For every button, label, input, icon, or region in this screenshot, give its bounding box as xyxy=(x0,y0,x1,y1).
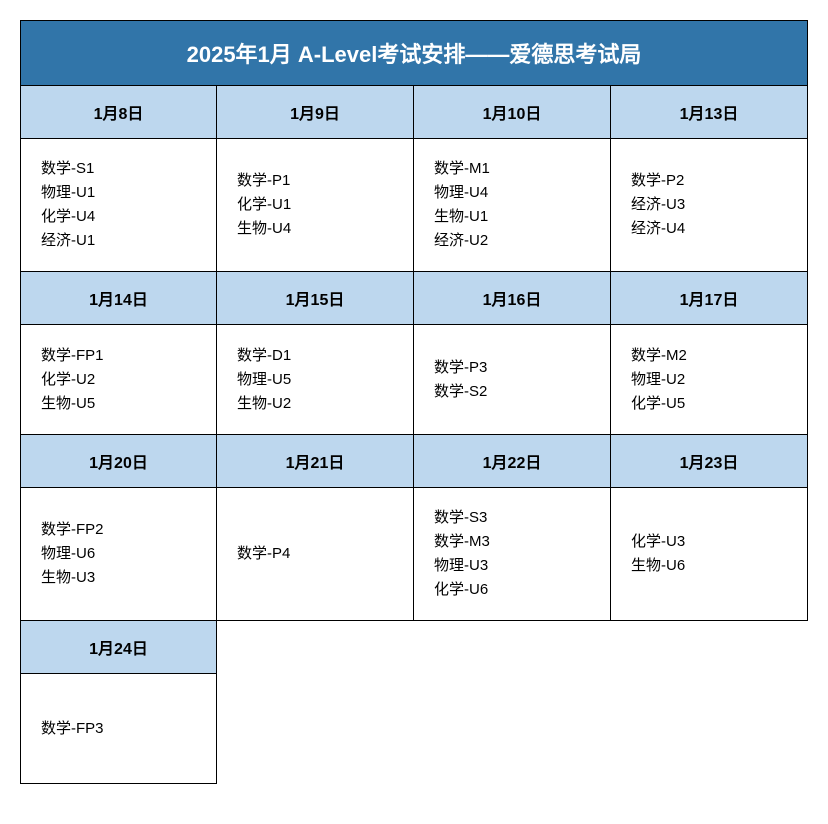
content-row-1: 数学-S1 物理-U1 化学-U4 经济-U1 数学-P1 化学-U1 生物-U… xyxy=(20,139,808,272)
exam-item: 数学-P2 xyxy=(631,169,787,193)
exam-cell: 数学-P1 化学-U1 生物-U4 xyxy=(217,139,414,272)
exam-item: 数学-S3 xyxy=(434,506,590,530)
exam-cell: 数学-S3 数学-M3 物理-U3 化学-U6 xyxy=(414,488,611,621)
exam-item: 化学-U3 xyxy=(631,530,787,554)
exam-item: 生物-U4 xyxy=(237,217,393,241)
exam-item: 物理-U4 xyxy=(434,181,590,205)
date-cell: 1月22日 xyxy=(414,435,611,488)
exam-item: 数学-FP2 xyxy=(41,518,196,542)
date-row-2: 1月14日 1月15日 1月16日 1月17日 xyxy=(20,272,808,325)
exam-item: 经济-U1 xyxy=(41,229,196,253)
exam-item: 数学-P4 xyxy=(237,542,393,566)
exam-item: 数学-D1 xyxy=(237,344,393,368)
exam-item: 数学-S1 xyxy=(41,157,196,181)
exam-item: 数学-S2 xyxy=(434,380,590,404)
exam-schedule-table: 2025年1月 A-Level考试安排——爱德思考试局 1月8日 1月9日 1月… xyxy=(20,20,808,784)
exam-item: 生物-U5 xyxy=(41,392,196,416)
date-cell: 1月24日 xyxy=(20,621,217,674)
exam-item: 物理-U6 xyxy=(41,542,196,566)
exam-item: 生物-U6 xyxy=(631,554,787,578)
exam-item: 物理-U2 xyxy=(631,368,787,392)
exam-cell: 数学-P2 经济-U3 经济-U4 xyxy=(611,139,808,272)
date-cell: 1月13日 xyxy=(611,86,808,139)
exam-item: 数学-M3 xyxy=(434,530,590,554)
exam-cell: 化学-U3 生物-U6 xyxy=(611,488,808,621)
date-cell: 1月14日 xyxy=(20,272,217,325)
date-row-1: 1月8日 1月9日 1月10日 1月13日 xyxy=(20,86,808,139)
exam-item: 经济-U3 xyxy=(631,193,787,217)
exam-item: 化学-U5 xyxy=(631,392,787,416)
exam-item: 物理-U3 xyxy=(434,554,590,578)
exam-item: 生物-U2 xyxy=(237,392,393,416)
exam-item: 物理-U5 xyxy=(237,368,393,392)
exam-item: 物理-U1 xyxy=(41,181,196,205)
exam-cell: 数学-P4 xyxy=(217,488,414,621)
exam-item: 化学-U2 xyxy=(41,368,196,392)
date-cell: 1月15日 xyxy=(217,272,414,325)
date-cell: 1月16日 xyxy=(414,272,611,325)
exam-item: 数学-FP1 xyxy=(41,344,196,368)
exam-item: 化学-U6 xyxy=(434,578,590,602)
exam-cell: 数学-D1 物理-U5 生物-U2 xyxy=(217,325,414,435)
exam-cell: 数学-FP1 化学-U2 生物-U5 xyxy=(20,325,217,435)
date-row-3: 1月20日 1月21日 1月22日 1月23日 xyxy=(20,435,808,488)
exam-item: 化学-U1 xyxy=(237,193,393,217)
exam-item: 生物-U3 xyxy=(41,566,196,590)
exam-item: 数学-M2 xyxy=(631,344,787,368)
exam-item: 数学-P1 xyxy=(237,169,393,193)
date-cell: 1月20日 xyxy=(20,435,217,488)
date-cell: 1月21日 xyxy=(217,435,414,488)
exam-cell: 数学-M1 物理-U4 生物-U1 经济-U2 xyxy=(414,139,611,272)
exam-item: 数学-P3 xyxy=(434,356,590,380)
exam-item: 数学-FP3 xyxy=(41,717,196,741)
content-row-2: 数学-FP1 化学-U2 生物-U5 数学-D1 物理-U5 生物-U2 数学-… xyxy=(20,325,808,435)
exam-item: 化学-U4 xyxy=(41,205,196,229)
date-cell: 1月23日 xyxy=(611,435,808,488)
exam-cell: 数学-FP3 xyxy=(20,674,217,784)
exam-item: 生物-U1 xyxy=(434,205,590,229)
exam-item: 数学-M1 xyxy=(434,157,590,181)
date-cell: 1月10日 xyxy=(414,86,611,139)
date-cell: 1月17日 xyxy=(611,272,808,325)
exam-cell: 数学-FP2 物理-U6 生物-U3 xyxy=(20,488,217,621)
exam-cell: 数学-M2 物理-U2 化学-U5 xyxy=(611,325,808,435)
exam-cell: 数学-S1 物理-U1 化学-U4 经济-U1 xyxy=(20,139,217,272)
date-cell: 1月8日 xyxy=(20,86,217,139)
exam-cell: 数学-P3 数学-S2 xyxy=(414,325,611,435)
content-row-3: 数学-FP2 物理-U6 生物-U3 数学-P4 数学-S3 数学-M3 物理-… xyxy=(20,488,808,621)
date-cell: 1月9日 xyxy=(217,86,414,139)
exam-item: 经济-U2 xyxy=(434,229,590,253)
exam-item: 经济-U4 xyxy=(631,217,787,241)
table-title: 2025年1月 A-Level考试安排——爱德思考试局 xyxy=(20,20,808,86)
